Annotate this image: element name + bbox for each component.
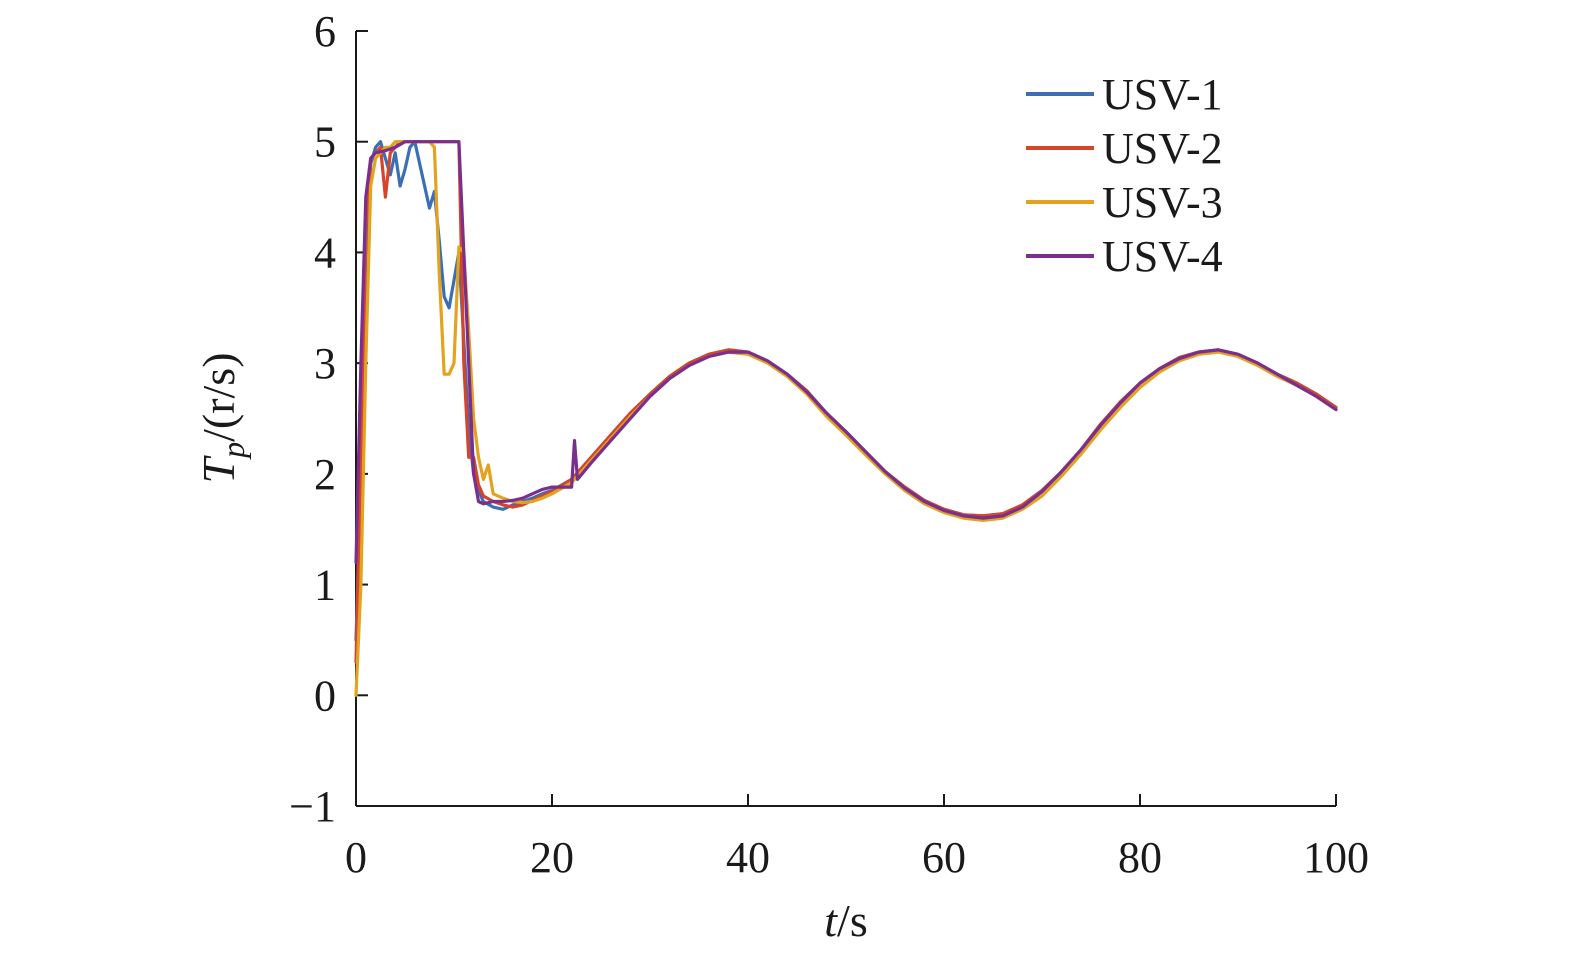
x-tick-label: 40 (726, 833, 770, 882)
x-ticks: 0 20 40 60 80 100 (345, 794, 1369, 882)
y-tick-label: 0 (314, 671, 336, 720)
y-tick-label: 5 (314, 118, 336, 167)
x-tick-label: 100 (1303, 833, 1369, 882)
series-line-usv-4 (354, 140, 1338, 565)
y-tick-label: 4 (314, 228, 336, 277)
y-tick-label: 6 (314, 7, 336, 56)
legend-label-usv-3: USV-3 (1102, 178, 1223, 227)
y-tick-label: 3 (314, 339, 336, 388)
y-tick-label: 1 (314, 561, 336, 610)
x-tick-label: 20 (530, 833, 574, 882)
legend-label-usv-1: USV-1 (1102, 70, 1223, 119)
y-tick-label: −1 (289, 782, 336, 831)
y-ticks: −1 0 1 2 3 4 5 6 (289, 7, 368, 831)
x-tick-label: 60 (922, 833, 966, 882)
series-layer (354, 140, 1338, 697)
x-tick-label: 0 (345, 833, 367, 882)
legend: USV-1 USV-2 USV-3 USV-4 (1026, 70, 1223, 281)
x-tick-label: 80 (1118, 833, 1162, 882)
x-axis-label: t/s (824, 895, 867, 946)
legend-label-usv-2: USV-2 (1102, 124, 1223, 173)
legend-label-usv-4: USV-4 (1102, 232, 1223, 281)
y-axis-label: Tp/(r/s) (193, 352, 251, 483)
y-tick-label: 2 (314, 450, 336, 499)
